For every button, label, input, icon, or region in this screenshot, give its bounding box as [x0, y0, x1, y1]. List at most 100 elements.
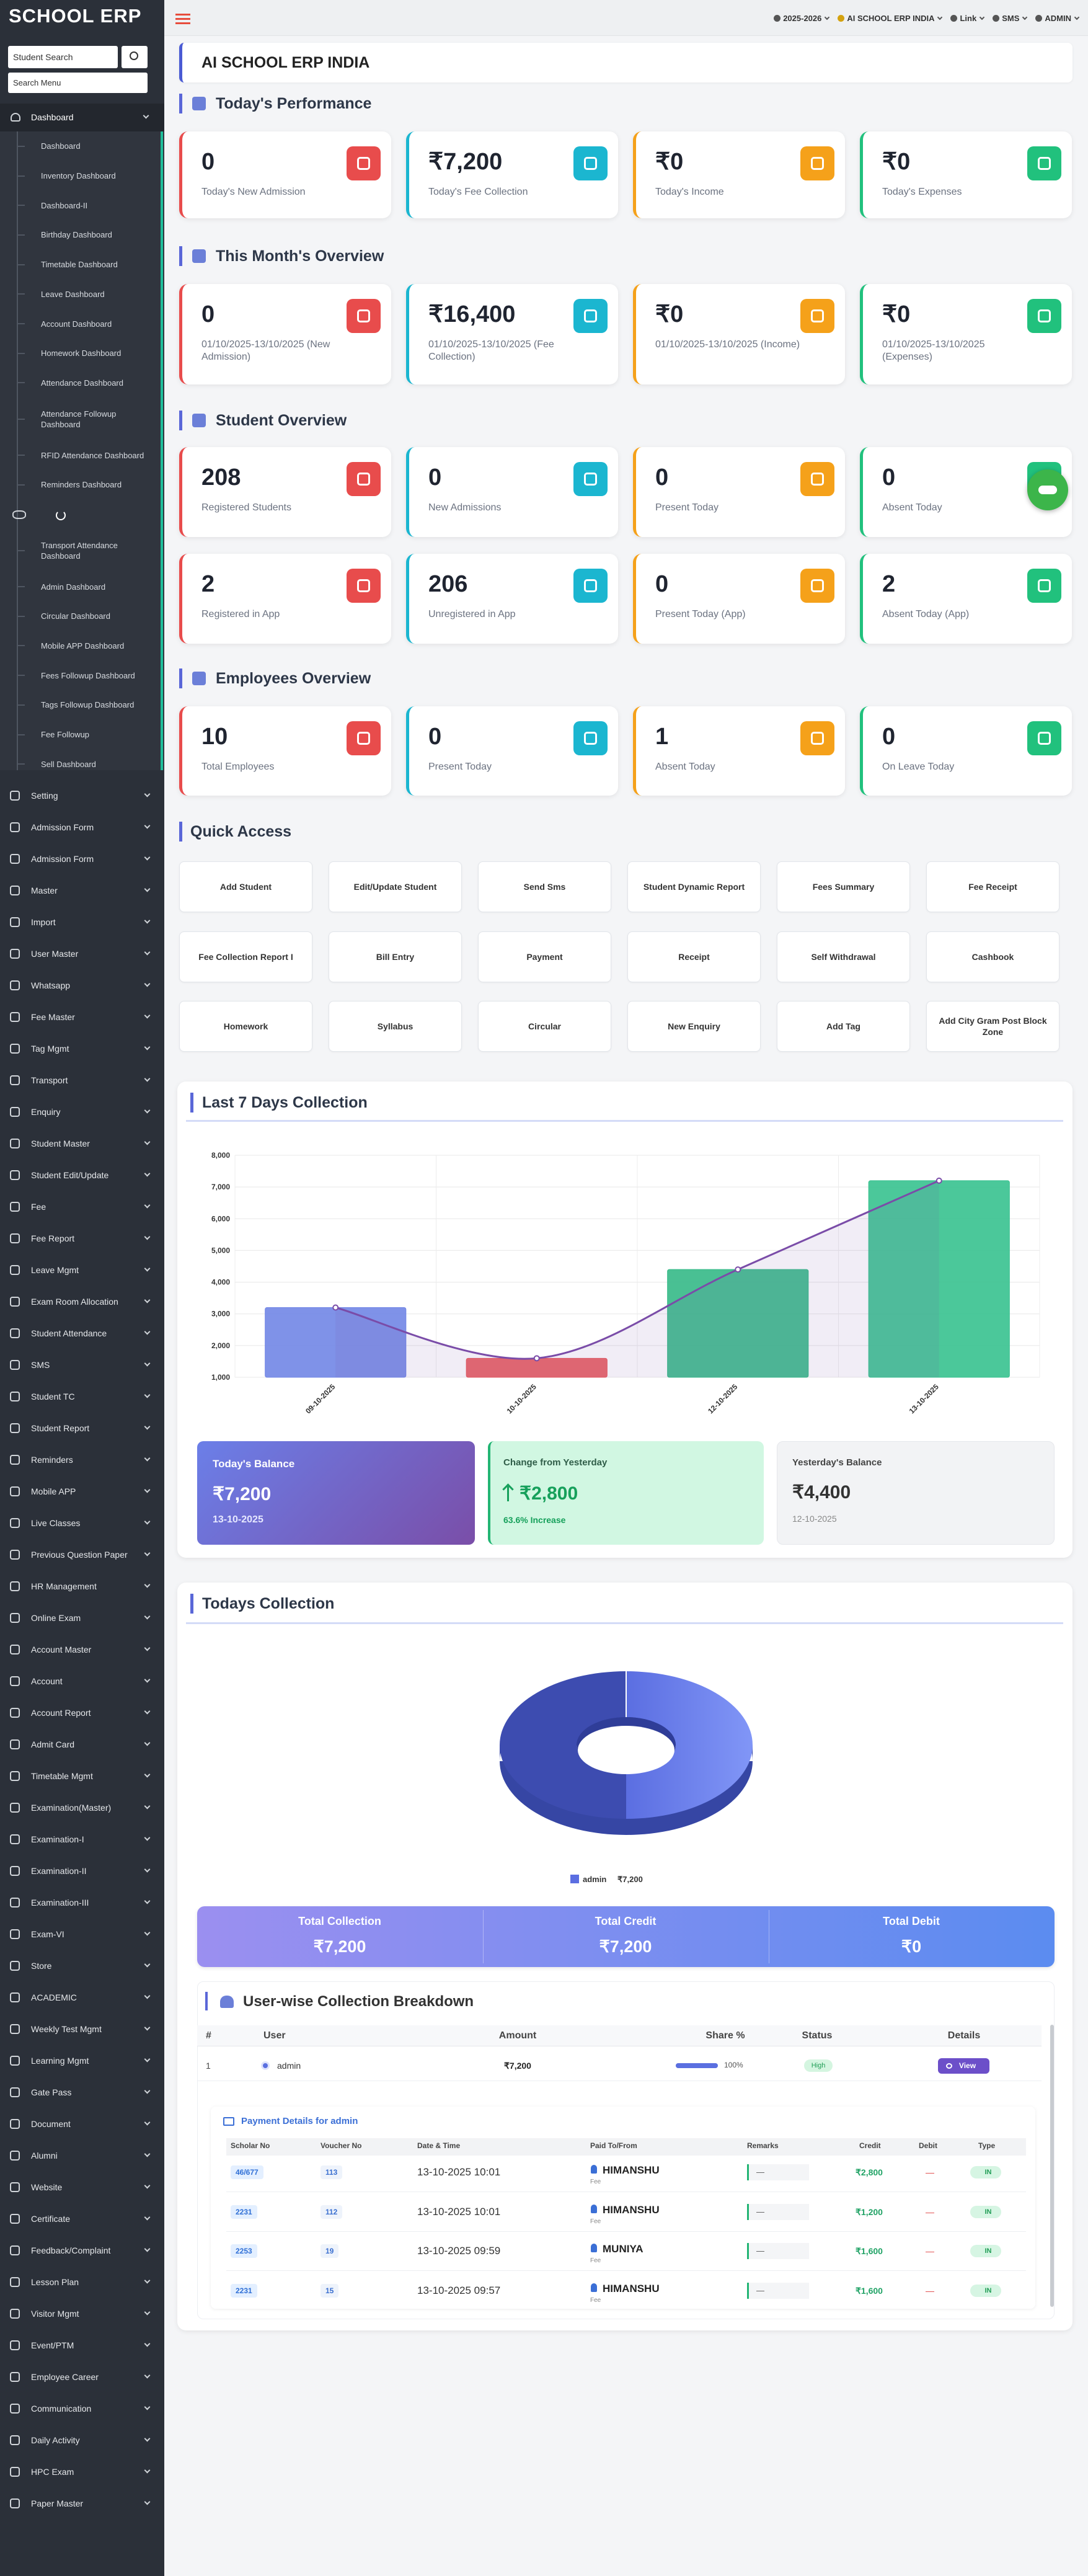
menu-text[interactable]: Live Classes [31, 1517, 81, 1528]
menu-text[interactable]: Daily Activity [31, 2435, 80, 2445]
topbar-item[interactable]: AI SCHOOL ERP INDIA [838, 14, 943, 23]
menu-text[interactable]: Visitor Mgmt [31, 2308, 79, 2319]
menu-text[interactable]: Weekly Test Mgmt [31, 2023, 102, 2034]
menu-text[interactable]: Store [31, 1960, 52, 1971]
submenu-text[interactable]: Attendance Followup Dashboard [41, 409, 117, 429]
student-search-input[interactable] [8, 46, 118, 68]
menu-text[interactable]: Examination-II [31, 1865, 87, 1876]
menu-text[interactable]: Whatsapp [31, 980, 71, 990]
menu-text[interactable]: Timetable Mgmt [31, 1770, 93, 1781]
menu-text[interactable]: User Master [31, 948, 79, 959]
submenu-text[interactable]: Reminders Dashboard [41, 480, 122, 490]
submenu-text[interactable]: Homework Dashboard [41, 349, 122, 358]
menu-text[interactable]: Online Exam [31, 1612, 81, 1623]
submenu-text[interactable]: Attendance Dashboard [41, 378, 123, 388]
menu-text[interactable]: Account Report [31, 1707, 91, 1718]
quick-button[interactable]: Student Dynamic Report [627, 861, 761, 912]
submenu-text[interactable]: Tags Followup Dashboard [41, 700, 135, 710]
menu-text[interactable]: Alumni [31, 2150, 58, 2161]
quick-button[interactable]: Syllabus [329, 1001, 462, 1052]
submenu-text[interactable]: Transport Attendance Dashboard [41, 540, 118, 561]
menu-text[interactable]: Certificate [31, 2213, 71, 2224]
menu-text[interactable]: Account [31, 1676, 63, 1686]
submenu-text[interactable]: Fee Followup [41, 730, 90, 740]
submenu-text[interactable]: Sell Dashboard [41, 759, 96, 769]
submenu-text[interactable]: Birthday Dashboard [41, 230, 112, 240]
quick-button[interactable]: Add Tag [777, 1001, 910, 1052]
submenu-text[interactable]: Admin Dashboard [41, 582, 106, 592]
menu-text[interactable]: Student Attendance [31, 1328, 107, 1338]
menu-text[interactable]: Import [31, 917, 56, 927]
menu-text[interactable]: Examination-III [31, 1897, 89, 1908]
topbar-item[interactable]: 2025-2026 [774, 14, 830, 23]
menu-text[interactable]: Examination-I [31, 1834, 84, 1844]
menu-text[interactable]: Paper Master [31, 2498, 84, 2508]
quick-button[interactable]: Homework [179, 1001, 312, 1052]
menu-text[interactable]: Exam Room Allocation [31, 1296, 118, 1307]
submenu-text[interactable]: Mobile APP Dashboard [41, 641, 125, 651]
menu-text[interactable]: Gate Pass [31, 2087, 72, 2097]
menu-text[interactable]: Exam-VI [31, 1929, 64, 1939]
menu-text[interactable]: Event/PTM [31, 2340, 74, 2350]
submenu-text[interactable]: Account Dashboard [41, 319, 112, 329]
menu-text[interactable]: Website [31, 2182, 63, 2192]
menu-text[interactable]: Fee Master [31, 1011, 75, 1022]
quick-button[interactable]: Fee Collection Report I [179, 931, 312, 982]
menu-text[interactable]: Mobile APP [31, 1486, 76, 1496]
menu-text[interactable]: Previous Question Paper [31, 1549, 128, 1560]
submenu-text[interactable]: Inventory Dashboard [41, 171, 116, 181]
menu-text[interactable]: Admission Form [31, 822, 94, 832]
quick-button[interactable]: Bill Entry [329, 931, 462, 982]
menu-text[interactable]: Enquiry [31, 1106, 61, 1117]
menu-text[interactable]: Admit Card [31, 1739, 75, 1749]
submenu-text[interactable]: Dashboard-II [41, 200, 88, 210]
submenu-text[interactable]: Circular Dashboard [41, 611, 110, 621]
menu-text[interactable]: Admission Form [31, 853, 94, 864]
menu-text[interactable]: Communication [31, 2403, 92, 2414]
menu-text[interactable]: Student Report [31, 1423, 90, 1433]
menu-text[interactable]: Student Master [31, 1138, 90, 1148]
submenu-text[interactable]: Dashboard [41, 141, 81, 151]
menu-item-active[interactable] [0, 104, 164, 131]
menu-text[interactable]: Setting [31, 790, 58, 801]
menu-text[interactable]: Transport [31, 1075, 68, 1085]
topbar-item[interactable]: Link [950, 14, 985, 23]
quick-button[interactable]: Cashbook [926, 931, 1059, 982]
menu-text[interactable]: HPC Exam [31, 2466, 74, 2477]
menu-text[interactable]: Employee Career [31, 2371, 99, 2382]
menu-text[interactable]: Reminders [31, 1454, 73, 1465]
quick-button[interactable]: Circular [478, 1001, 611, 1052]
menu-text[interactable]: Student TC [31, 1391, 75, 1401]
quick-button[interactable]: Add City Gram Post Block Zone [926, 1001, 1059, 1052]
menu-text[interactable]: Examination(Master) [31, 1802, 112, 1813]
menu-text[interactable]: Student Edit/Update [31, 1170, 109, 1180]
quick-button[interactable]: Self Withdrawal [777, 931, 910, 982]
submenu-text[interactable]: Timetable Dashboard [41, 260, 118, 270]
submenu-text[interactable]: RFID Attendance Dashboard [41, 450, 144, 460]
submenu-text[interactable]: Leave Dashboard [41, 289, 105, 299]
menu-text[interactable]: Document [31, 2118, 71, 2129]
quick-button[interactable]: Edit/Update Student [329, 861, 462, 912]
menu-text[interactable]: Tag Mgmt [31, 1043, 69, 1054]
menu-text[interactable]: Leave Mgmt [31, 1264, 79, 1275]
menu-text[interactable]: Account Master [31, 1644, 92, 1654]
menu-text[interactable]: Lesson Plan [31, 2276, 79, 2287]
search-menu-input[interactable] [8, 73, 148, 93]
quick-button[interactable]: Receipt [627, 931, 761, 982]
topbar-item[interactable]: SMS [993, 14, 1028, 23]
menu-text[interactable]: Master [31, 885, 58, 895]
quick-button[interactable]: Add Student [179, 861, 312, 912]
quick-button[interactable]: New Enquiry [627, 1001, 761, 1052]
menu-text[interactable]: Feedback/Complaint [31, 2245, 111, 2255]
menu-text[interactable]: ACADEMIC [31, 1992, 77, 2002]
menu-text[interactable]: HR Management [31, 1581, 97, 1591]
menu-text[interactable]: Fee [31, 1201, 46, 1212]
quick-button[interactable]: Fee Receipt [926, 861, 1059, 912]
menu-text[interactable]: SMS [31, 1359, 50, 1370]
topbar-item[interactable]: ADMIN [1035, 14, 1080, 23]
quick-button[interactable]: Fees Summary [777, 861, 910, 912]
quick-button[interactable]: Payment [478, 931, 611, 982]
search-button[interactable] [122, 46, 148, 68]
submenu-text[interactable]: Fees Followup Dashboard [41, 670, 135, 680]
menu-text[interactable]: Fee Report [31, 1233, 75, 1243]
